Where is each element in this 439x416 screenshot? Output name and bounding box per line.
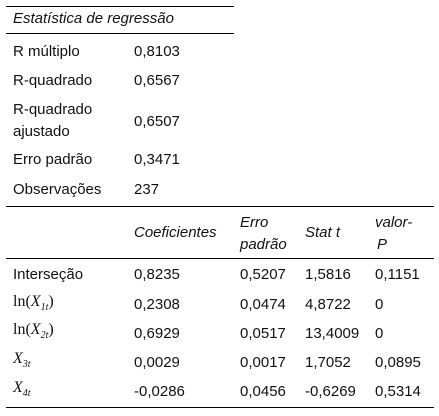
header-valor-p-line1: valor- (375, 214, 413, 231)
row-x4t-se: 0,0456 (240, 383, 286, 400)
row-lnx2t-t: 13,4009 (305, 325, 360, 342)
stat-label-observacoes: Observações (13, 181, 102, 198)
row-lnx1t-p: 0 (375, 296, 384, 313)
coef-header-rule (6, 258, 434, 259)
row-x4t-t: -0,6269 (305, 383, 356, 400)
header-erro-padrao-line2: padrão (240, 236, 287, 253)
stat-value-r-quadrado-ajustado: 0,6507 (134, 113, 180, 130)
stat-label-r-quadrado-ajustado: R-quadrado ajustado (13, 99, 92, 143)
header-valor-p-line2: P (377, 236, 388, 253)
header-valor-p: valor- P (375, 212, 412, 256)
header-erro-padrao: Erro padrão (240, 212, 287, 256)
stat-label-r-quadrado-ajustado-line1: R-quadrado (13, 101, 93, 118)
stat-label-r-quadrado-ajustado-line2: ajustado (13, 123, 70, 140)
regression-stats-title: Estatística de regressão (13, 10, 174, 27)
header-erro-padrao-line1: Erro (240, 214, 269, 231)
row-lnx2t-coef: 0,6929 (134, 325, 180, 342)
stat-label-r-quadrado: R-quadrado (13, 72, 93, 89)
row-lnx2t-func: ln (13, 321, 26, 338)
row-x3t-t: 1,7052 (305, 354, 351, 371)
row-intersecao-t: 1,5816 (305, 266, 351, 283)
row-lnx1t-base: X (30, 293, 41, 310)
top-rule (6, 6, 234, 7)
row-lnx2t-base: X (30, 321, 41, 338)
row-intersecao-se: 0,5207 (240, 266, 286, 283)
stat-label-r-multiplo: R múltiplo (13, 43, 80, 60)
header-stat-t: Stat t (305, 224, 341, 241)
stat-label-erro-padrao: Erro padrão (13, 151, 93, 168)
row-x3t-se: 0,0017 (240, 354, 286, 371)
row-x3t-base: X (13, 350, 23, 367)
row-lnx1t-sub: 1t (40, 302, 49, 313)
row-x3t-p: 0,0895 (375, 354, 421, 371)
row-intersecao-p: 0,1151 (375, 266, 420, 283)
stat-value-erro-padrao: 0,3471 (134, 151, 180, 168)
row-lnx1t-label: ln(X1t) (13, 293, 54, 313)
row-x4t-coef: -0,0286 (134, 383, 185, 400)
row-x4t-base: X (13, 379, 23, 396)
row-intersecao-label: Interseção (13, 266, 84, 283)
stat-value-observacoes: 237 (134, 181, 160, 198)
row-x3t-coef: 0,0029 (134, 354, 180, 371)
stat-value-r-quadrado: 0,6567 (134, 72, 180, 89)
row-x3t-label: X3t (13, 350, 31, 370)
coef-table-bottom-rule (6, 407, 434, 408)
row-lnx2t-sub: 2t (40, 330, 49, 341)
row-lnx2t-label: ln(X2t) (13, 321, 54, 341)
row-lnx1t-t: 4,8722 (305, 296, 351, 313)
row-lnx2t-p: 0 (375, 325, 384, 342)
row-x3t-sub: 3t (22, 359, 31, 370)
row-lnx2t-se: 0,0517 (240, 325, 286, 342)
stat-value-r-multiplo: 0,8103 (134, 43, 180, 60)
row-x4t-p: 0,5314 (375, 383, 421, 400)
coef-table-top-rule (6, 206, 434, 207)
row-x4t-label: X4t (13, 379, 31, 399)
row-lnx1t-func: ln (13, 293, 26, 310)
row-x4t-sub: 4t (22, 388, 31, 399)
row-lnx1t-se: 0,0474 (240, 296, 286, 313)
row-lnx1t-coef: 0,2308 (134, 296, 180, 313)
header-coeficientes: Coeficientes (134, 224, 217, 241)
title-rule (6, 33, 234, 34)
row-intersecao-coef: 0,8235 (134, 266, 180, 283)
